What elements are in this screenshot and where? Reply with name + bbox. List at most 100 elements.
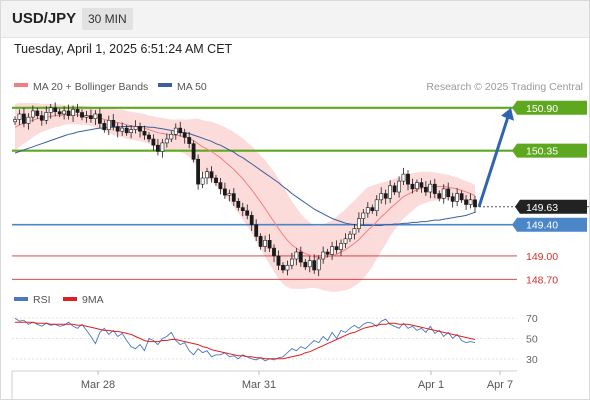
candle-up xyxy=(44,112,49,121)
rsi-panel: 70 50 30 xyxy=(12,313,538,366)
candle-down xyxy=(187,137,192,144)
candle-down xyxy=(473,199,477,208)
candle-down xyxy=(182,132,187,138)
forecast-arrow-shaft xyxy=(477,116,510,208)
rsi-tick-label: 50 xyxy=(526,334,538,346)
candle-down xyxy=(75,109,80,113)
rsi-tick-label: 30 xyxy=(526,354,538,366)
candle-down xyxy=(258,236,263,247)
candle-down xyxy=(209,171,214,179)
candle-down xyxy=(459,193,464,201)
rsi-tick-label: 70 xyxy=(526,313,538,325)
level-label-bg xyxy=(512,217,587,232)
candle-up xyxy=(164,138,169,144)
legend-rsi: RSI xyxy=(33,294,51,306)
candle-down xyxy=(151,138,156,146)
candle-up xyxy=(62,110,67,115)
x-tick-label: Mar 28 xyxy=(81,379,115,391)
candle-up xyxy=(133,126,138,130)
candle-up xyxy=(348,233,352,240)
candle-down xyxy=(21,113,26,124)
candle-down xyxy=(231,193,236,202)
candle-up xyxy=(441,188,446,199)
candle-down xyxy=(39,115,44,121)
candle-down xyxy=(406,173,410,185)
candle-up xyxy=(285,264,290,271)
candle-up xyxy=(173,127,178,135)
credit-text: Research © 2025 Trading Central xyxy=(426,81,583,93)
level-label-bg xyxy=(515,199,587,214)
candle-down xyxy=(423,187,428,193)
candle-down xyxy=(218,182,223,190)
candle-down xyxy=(142,130,147,136)
candle-down xyxy=(124,127,129,134)
bollinger-band xyxy=(15,103,475,292)
candle-down xyxy=(156,144,160,152)
candle-down xyxy=(102,123,107,130)
x-tick-label: Apr 7 xyxy=(487,379,513,391)
candle-up xyxy=(339,243,343,250)
symbol-title: USD/JPY xyxy=(12,10,77,27)
candle-down xyxy=(272,247,276,257)
candle-down xyxy=(236,201,241,208)
candle-down xyxy=(191,143,196,160)
candle-up xyxy=(428,183,433,193)
candle-down xyxy=(223,188,227,196)
legend-swatch-9ma xyxy=(63,297,77,301)
candle-down xyxy=(80,112,84,118)
level-label: 149.40 xyxy=(526,220,558,232)
legend-9ma: 9MA xyxy=(82,294,104,306)
candle-up xyxy=(205,171,209,179)
candle-up xyxy=(361,212,366,219)
candle-down xyxy=(53,107,58,113)
forecast-arrow-head xyxy=(501,107,514,121)
candle-down xyxy=(437,193,442,199)
candle-up xyxy=(343,238,348,244)
level-label: 150.90 xyxy=(526,103,558,115)
candle-up xyxy=(26,116,31,124)
legend-ma20: MA 20 + Bollinger Bands xyxy=(33,81,148,93)
candle-up xyxy=(468,199,473,205)
candle-down xyxy=(281,264,285,271)
candle-down xyxy=(66,110,71,116)
level-label-bg xyxy=(512,143,587,158)
timeframe-badge[interactable]: 30 MIN xyxy=(82,8,133,30)
x-axis: Mar 28 Mar 31 Apr 1 Apr 7 xyxy=(81,371,513,391)
candle-up xyxy=(200,177,205,185)
candle-up xyxy=(316,258,321,271)
level-label: 149.63 xyxy=(526,202,558,214)
legend-swatch-rsi xyxy=(14,297,28,301)
candle-down xyxy=(115,126,120,132)
candle-down xyxy=(325,251,330,255)
candle-up xyxy=(307,260,312,268)
candle-down xyxy=(419,182,424,188)
candle-down xyxy=(298,251,303,263)
candle-up xyxy=(160,142,165,152)
candle-down xyxy=(464,199,469,205)
level-label: 148.70 xyxy=(526,274,558,286)
candle-down xyxy=(111,120,116,127)
level-label-bg xyxy=(512,100,587,115)
candle-up xyxy=(84,115,89,118)
candle-up xyxy=(17,113,22,120)
legend-swatch-ma50 xyxy=(158,83,172,87)
candle-up xyxy=(169,134,174,140)
candle-up xyxy=(227,193,232,196)
candle-down xyxy=(383,193,388,199)
x-tick-label: Mar 31 xyxy=(242,379,276,391)
candle-down xyxy=(410,183,415,190)
candle-down xyxy=(249,215,254,226)
candle-up xyxy=(13,119,17,123)
candle-up xyxy=(356,218,361,229)
candle-down xyxy=(334,246,339,251)
candle-down xyxy=(57,111,62,115)
candle-up xyxy=(93,113,98,119)
candle-down xyxy=(196,158,201,185)
candle-down xyxy=(432,183,437,194)
candle-up xyxy=(129,129,134,134)
candle-down xyxy=(267,240,272,249)
candle-up xyxy=(30,110,35,118)
legend-swatch-ma20 xyxy=(14,83,28,87)
